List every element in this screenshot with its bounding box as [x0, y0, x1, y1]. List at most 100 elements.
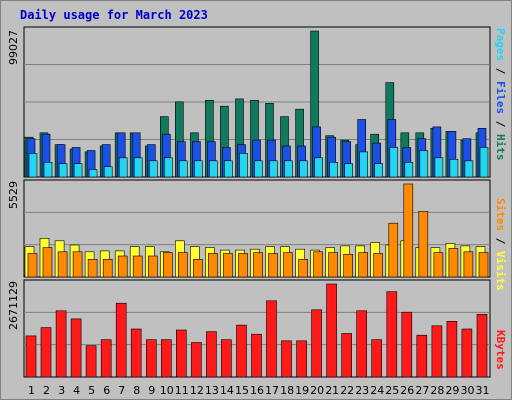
sites-bar — [298, 258, 308, 278]
sites-bar — [27, 253, 38, 278]
sites-bar — [283, 252, 293, 278]
sites-bar — [403, 183, 414, 278]
kbytes-bar — [401, 311, 413, 378]
legend-part: Sites — [494, 198, 507, 231]
sites-bar — [358, 252, 369, 278]
sites-bar — [163, 252, 173, 278]
x-tick-label: 10 — [160, 384, 174, 397]
kbytes-bar — [100, 339, 112, 378]
sites-bar — [463, 251, 474, 278]
sites-bar — [478, 252, 489, 278]
sites-bar — [388, 222, 399, 278]
sites-bar — [72, 251, 83, 278]
sites-bar — [193, 258, 203, 278]
pages-bar — [103, 166, 113, 178]
kbytes-bar — [386, 291, 398, 378]
sites-bar — [57, 251, 68, 278]
kbytes-bar — [221, 339, 232, 378]
x-tick-label: 8 — [133, 384, 140, 397]
kbytes-bar — [40, 327, 52, 378]
x-tick-label: 31 — [476, 384, 490, 397]
middle-max-label: 5529 — [7, 181, 20, 209]
kbytes-bar — [70, 318, 82, 378]
pages-bar — [464, 160, 474, 178]
bottom-max-label: 2671129 — [7, 281, 20, 330]
pages-bar — [194, 160, 203, 178]
x-tick-label: 14 — [220, 384, 234, 397]
x-tick-label: 15 — [235, 384, 249, 397]
kbytes-bar — [130, 328, 142, 378]
pages-bar — [404, 162, 414, 178]
kbytes-bar — [296, 340, 307, 378]
pages-bar — [43, 162, 53, 178]
pages-bar — [209, 160, 218, 178]
pages-bar — [299, 160, 308, 178]
pages-bar — [434, 157, 444, 178]
pages-bar — [479, 147, 489, 178]
kbytes-bar — [191, 342, 202, 378]
x-tick-label: 16 — [250, 384, 264, 397]
sites-bar — [418, 211, 429, 278]
pages-bar — [239, 153, 248, 178]
legend-part: Pages — [494, 28, 507, 61]
kbytes-bar — [311, 309, 322, 378]
x-tick-label: 29 — [445, 384, 459, 397]
pages-bar — [133, 157, 143, 178]
x-tick-label: 17 — [265, 384, 279, 397]
legend-part: / — [494, 231, 507, 251]
kbytes-bar — [446, 320, 458, 378]
kbytes-bar — [356, 310, 368, 378]
pages-bar — [179, 160, 188, 178]
pages-bar — [284, 160, 293, 178]
kbytes-bar — [281, 340, 292, 378]
kbytes-bar — [341, 333, 353, 378]
kbytes-bar — [476, 313, 488, 378]
x-tick-label: 1 — [28, 384, 35, 397]
chart-title: Daily usage for March 2023 — [20, 8, 208, 22]
legend-part: KBytes — [494, 330, 507, 370]
pages-bar — [118, 157, 128, 178]
kbytes-bar — [161, 339, 172, 378]
x-tick-label: 11 — [175, 384, 189, 397]
x-tick-label: 23 — [355, 384, 369, 397]
kbytes-bar — [236, 324, 247, 378]
sites-bar — [343, 254, 354, 278]
x-tick-label: 26 — [400, 384, 414, 397]
legend-part: Visits — [494, 251, 507, 291]
kbytes-bar — [326, 283, 337, 378]
x-tick-label: 25 — [385, 384, 399, 397]
x-tick-label: 18 — [280, 384, 294, 397]
sites-bar — [87, 258, 98, 278]
pages-bar — [88, 169, 98, 178]
x-tick-label: 4 — [73, 384, 80, 397]
legend-part: Files — [494, 81, 507, 114]
sites-bar — [313, 251, 323, 278]
sites-bar — [433, 252, 444, 278]
kbytes-bar — [266, 300, 277, 378]
x-tick-label: 24 — [370, 384, 384, 397]
kbytes-bar — [25, 335, 37, 378]
kbytes-bar — [55, 310, 67, 378]
sites-bar — [328, 252, 338, 278]
bars-layer — [24, 30, 489, 378]
kbytes-bar — [251, 333, 262, 378]
pages-bar — [254, 160, 263, 178]
legend-part: Hits — [494, 134, 507, 161]
pages-bar — [28, 153, 38, 178]
sites-bar — [238, 253, 248, 278]
x-tick-label: 3 — [58, 384, 65, 397]
kbytes-legend: KBytes — [494, 330, 507, 370]
kbytes-bar — [206, 331, 217, 378]
kbytes-bar — [371, 339, 383, 378]
x-tick-label: 20 — [310, 384, 324, 397]
x-tick-label: 27 — [415, 384, 429, 397]
x-tick-label: 12 — [190, 384, 204, 397]
pages-bar — [344, 163, 354, 178]
pages-bar — [58, 163, 68, 178]
x-axis-ticks: 1 2 3 4 5 6 7 8 9 10 11 12 13 14 15 16 17 18 19 20 21 22 23 24 2… — [28, 384, 490, 397]
sites-bar — [132, 255, 143, 278]
pages-bar — [164, 157, 173, 178]
top-max-label: 99027 — [7, 30, 20, 65]
pages-bar — [224, 160, 233, 178]
